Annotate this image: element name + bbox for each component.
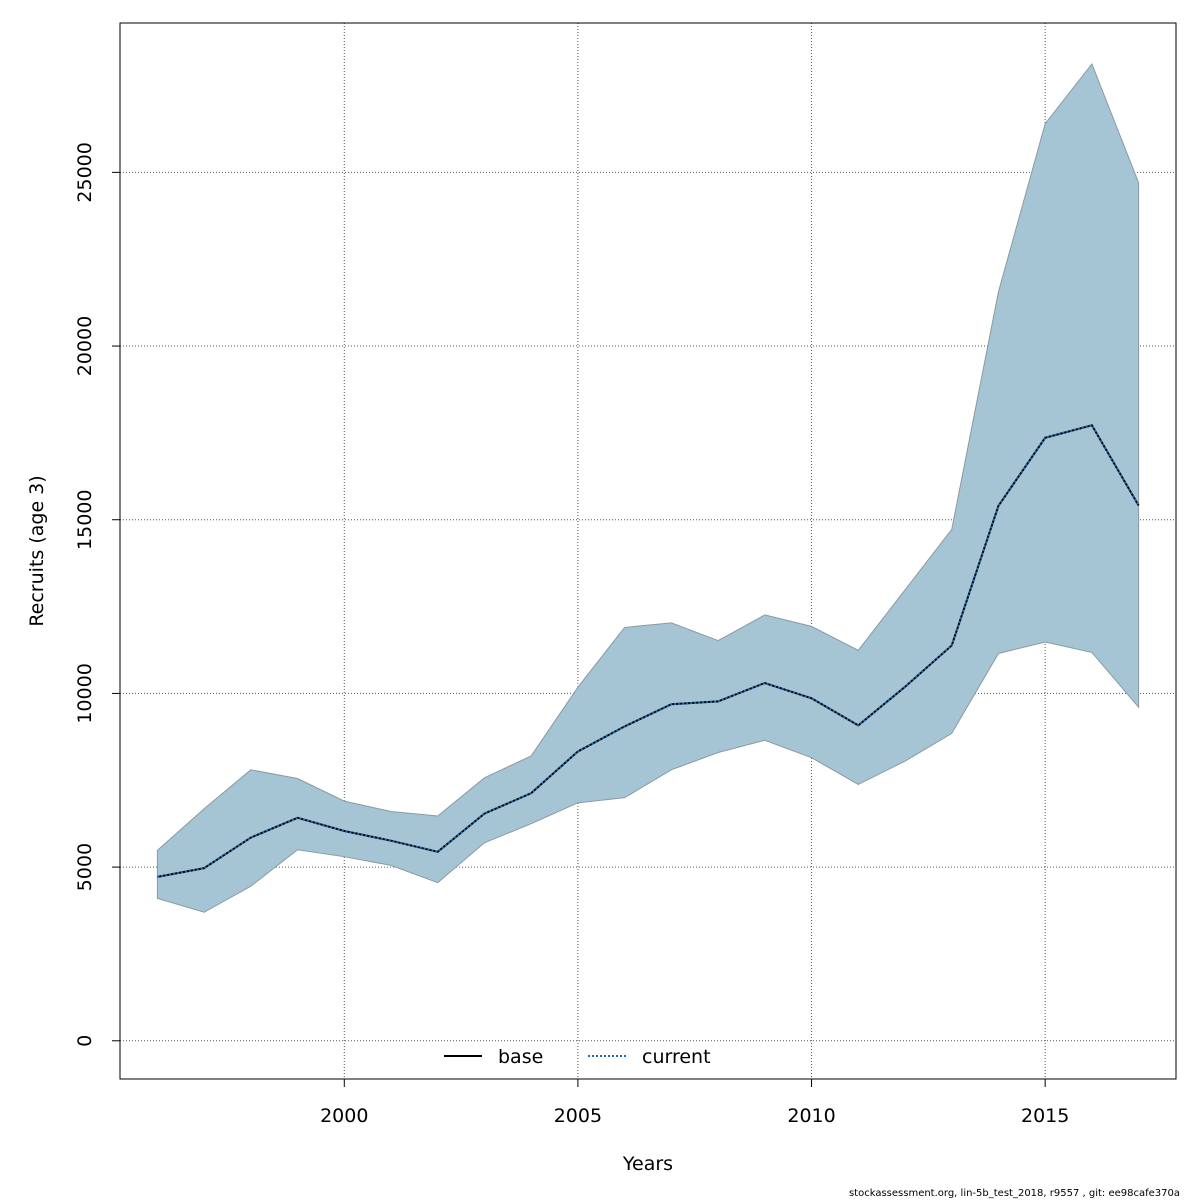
x-tick-label: 2000: [320, 1105, 368, 1127]
y-tick-label: 15000: [74, 490, 96, 550]
x-tick-label: 2015: [1021, 1105, 1069, 1127]
x-tick-label: 2010: [787, 1105, 835, 1127]
y-tick-label: 5000: [74, 843, 96, 891]
x-tick-label: 2005: [554, 1105, 602, 1127]
y-tick-label: 10000: [74, 663, 96, 723]
legend-label-current: current: [642, 1046, 711, 1068]
series-line-current: [157, 424, 1140, 878]
y-axis: 0 5000 10000 15000 20000 25000: [74, 142, 120, 1047]
y-tick-label: 20000: [74, 316, 96, 376]
y-tick-label: 25000: [74, 142, 96, 202]
series-lines: [157, 424, 1140, 878]
legend: base current: [444, 1046, 711, 1068]
y-axis-title: Recruits (age 3): [26, 475, 48, 626]
plot-frame: [119, 22, 1177, 1080]
confidence-band: [156, 62, 1140, 913]
x-axis-title: Years: [622, 1153, 673, 1175]
footer-note: stockassessment.org, lin-5b_test_2018, r…: [848, 1188, 1180, 1199]
x-axis: 2000 2005 2010 2015: [320, 1079, 1069, 1127]
legend-label-base: base: [498, 1046, 543, 1068]
y-tick-label: 0: [74, 1035, 96, 1047]
